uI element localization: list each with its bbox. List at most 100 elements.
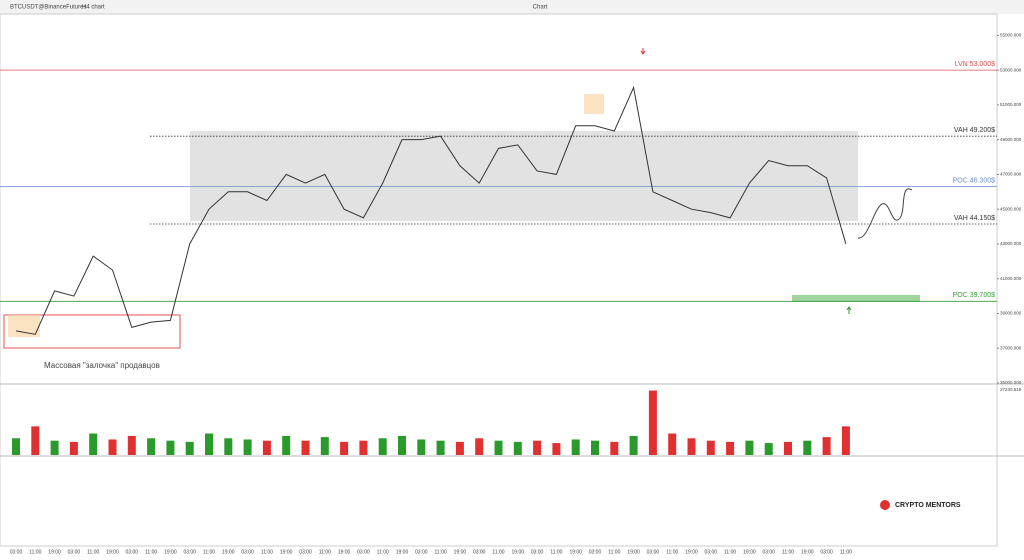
value-area [190,131,858,221]
x-tick-label: 03:00 [415,549,428,555]
volume-bar [359,440,368,455]
volume-bar [320,437,329,455]
demand-zone [792,295,920,302]
x-tick-label: 03:00 [647,549,660,555]
volume-bar [571,439,580,455]
selling-box [3,314,181,349]
volume-bar [784,441,792,455]
x-tick-label: 11:00 [145,549,157,555]
volume-bar [340,441,349,455]
volume-bar [668,433,677,455]
volume-bar [205,433,213,455]
volume-bar [185,441,194,455]
y-tick-label: 53000.000 [1000,67,1022,72]
plot-frame [0,13,998,547]
level-label: POC 46.300$ [953,177,996,184]
volume-bar [513,441,522,455]
volume-bar [629,435,638,455]
x-tick-label: 19:00 [569,549,582,555]
x-tick-label: 03:00 [705,549,718,555]
volume-bar [108,439,117,455]
volume-bar [455,441,464,455]
x-tick-label: 03:00 [241,549,254,555]
x-tick-label: 03:00 [10,549,23,555]
x-tick-label: 19:00 [685,549,698,555]
y-tick-label: 55000.000 [1000,33,1022,38]
x-tick-label: 19:00 [743,549,756,555]
y-tick-label: 37000.000 [1000,345,1022,350]
y-tick-label: 47000.000 [1000,172,1022,177]
volume-bar [764,443,773,455]
volume-bar [687,438,696,455]
toolbar [0,0,1024,14]
volume-bar [301,440,310,455]
x-tick-label: 11:00 [608,549,620,555]
x-tick-label: 11:00 [261,549,273,555]
x-tick-label: 11:00 [87,549,99,555]
volume-bar [648,390,657,455]
x-tick-label: 11:00 [492,549,504,555]
highlight [584,94,604,114]
level-label: LVN 53.000$ [955,61,995,68]
volume-bar [224,438,233,455]
level-label: VAH 49.200$ [954,127,995,134]
volume-bar [475,438,484,455]
x-tick-label: 19:00 [338,549,351,555]
volume-bar [89,433,98,455]
volume-bar [610,441,619,455]
y-tick-label: 35000.000 [1000,380,1022,385]
x-tick-label: 19:00 [454,549,467,555]
volume-bar [69,441,78,455]
volume-bar [494,440,503,455]
x-tick-label: 19:00 [801,549,814,555]
y-tick-label: 39000.000 [1000,311,1022,316]
x-tick-label: 11:00 [666,549,678,555]
x-tick-label: 11:00 [377,549,389,555]
x-tick-label: 19:00 [280,549,293,555]
x-tick-label: 11:00 [29,549,41,555]
annotation: Массовая "залочка" продавцов [44,361,160,370]
x-tick-label: 19:00 [164,549,177,555]
x-tick-label: 11:00 [319,549,331,555]
level-label: VAH 44.150$ [954,215,995,222]
y-tick-label: 45000.000 [1000,206,1022,211]
projection [857,188,913,239]
volume-bar [262,440,271,455]
volume-bar [282,435,291,455]
volume-bar [12,438,20,455]
volume-bar [803,440,812,455]
volume-bar [166,440,175,455]
x-tick-label: 19:00 [106,549,119,555]
x-tick-label: 03:00 [473,549,486,555]
x-tick-label: 19:00 [627,549,640,555]
volume-bar [50,440,59,455]
window-title: Chart [533,5,548,11]
x-tick-label: 03:00 [531,549,544,555]
x-tick-label: 11:00 [435,549,447,555]
symbol[interactable]: BTCUSDT@BinanceFutures [10,5,86,11]
y-tick-label: 49000.000 [1000,137,1022,142]
timeframe[interactable]: H4 chart [82,5,105,11]
x-tick-label: 19:00 [512,549,525,555]
highlight [8,315,40,337]
volume-bar [417,439,426,455]
up-arrow [846,306,852,314]
x-tick-label: 03:00 [589,549,602,555]
down-arrow [640,48,646,55]
volume-bar [533,440,542,455]
y-tick-label: 51000.000 [1000,102,1022,107]
x-tick-label: 03:00 [126,549,139,555]
x-tick-label: 03:00 [820,549,833,555]
x-tick-label: 11:00 [840,549,852,555]
volume-bar [822,437,831,455]
y-tick-label: 41000.000 [1000,276,1022,281]
x-tick-label: 19:00 [48,549,61,555]
x-tick-label: 03:00 [762,549,775,555]
volume-bar [378,438,387,455]
volume-bar [552,443,561,455]
x-tick-label: 03:00 [183,549,196,555]
volume-bar [841,426,850,455]
volume-bar [436,440,445,455]
brand-logo [880,500,890,510]
volume-bar [726,441,735,455]
